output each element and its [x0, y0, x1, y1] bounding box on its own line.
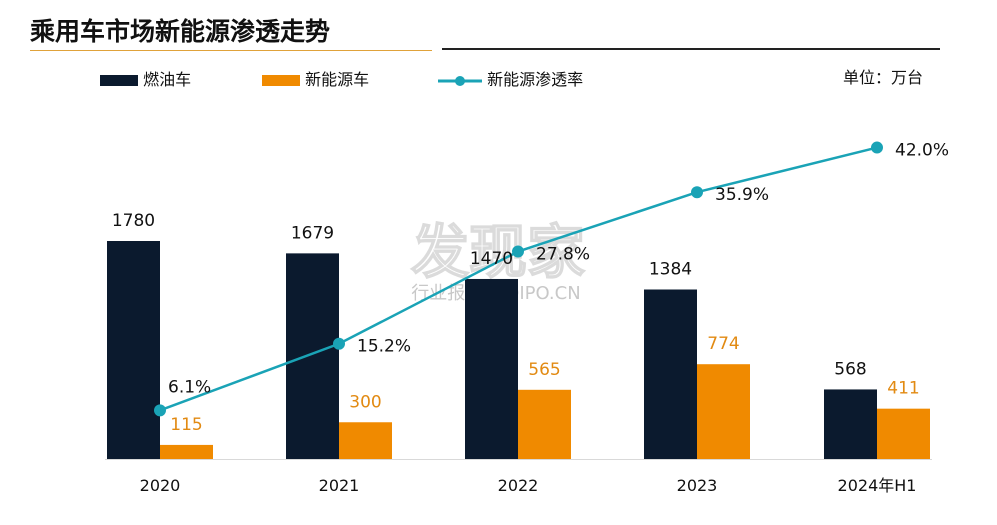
point-rate-0 — [154, 404, 166, 417]
data-label-fuel-4: 568 — [834, 359, 866, 379]
bar-fuel-2 — [465, 278, 518, 459]
data-label-nev-4: 411 — [887, 379, 919, 399]
point-rate-3 — [691, 186, 703, 199]
data-label-nev-2: 565 — [528, 360, 560, 380]
point-rate-4 — [871, 141, 883, 154]
legend-item-nev: 新能源车 — [262, 66, 369, 90]
bar-fuel-4 — [824, 389, 877, 459]
title-underline — [30, 50, 432, 51]
x-tick-label-0: 2020 — [140, 476, 181, 495]
legend-label-fuel: 燃油车 — [143, 70, 192, 89]
x-tick-label-4: 2024年H1 — [838, 476, 917, 495]
bar-nev-1 — [339, 422, 392, 459]
data-label-rate-1: 15.2% — [357, 337, 411, 357]
header-rule — [442, 48, 940, 50]
x-tick-label-2: 2022 — [498, 476, 539, 495]
page-title: 乘用车市场新能源渗透走势 — [30, 17, 331, 46]
x-tick-label-3: 2023 — [677, 476, 718, 495]
data-label-nev-1: 300 — [349, 392, 381, 412]
bar-nev-4 — [877, 408, 930, 459]
data-label-fuel-3: 1384 — [649, 259, 692, 279]
point-rate-1 — [333, 337, 345, 350]
bar-fuel-0 — [107, 241, 160, 459]
data-label-rate-2: 27.8% — [536, 245, 590, 265]
bar-nev-3 — [697, 364, 750, 459]
data-label-rate-4: 42.0% — [895, 141, 949, 161]
data-label-rate-3: 35.9% — [715, 185, 769, 205]
x-tick-label-1: 2021 — [319, 476, 360, 495]
bar-nev-0 — [160, 444, 213, 459]
legend-label-rate: 新能源渗透率 — [487, 70, 584, 89]
point-rate-2 — [512, 245, 524, 258]
data-label-rate-0: 6.1% — [168, 377, 211, 397]
data-label-fuel-0: 1780 — [112, 211, 155, 231]
bar-fuel-1 — [286, 253, 339, 459]
unit-label: 单位：万台 — [842, 68, 923, 87]
legend-item-fuel: 燃油车 — [100, 66, 191, 90]
data-label-fuel-2: 1470 — [470, 249, 513, 269]
data-label-nev-3: 774 — [707, 334, 739, 354]
legend-item-rate: 新能源渗透率 — [438, 66, 583, 90]
data-label-nev-0: 115 — [170, 415, 202, 435]
legend-swatch-nev — [262, 75, 300, 86]
data-label-fuel-1: 1679 — [291, 223, 334, 243]
watermark-main: 发现家 — [411, 218, 585, 286]
bar-fuel-3 — [644, 289, 697, 459]
legend-label-nev: 新能源车 — [305, 70, 370, 89]
legend-swatch-fuel — [100, 75, 138, 86]
legend-line-rate — [438, 75, 482, 86]
bar-nev-2 — [518, 389, 571, 459]
